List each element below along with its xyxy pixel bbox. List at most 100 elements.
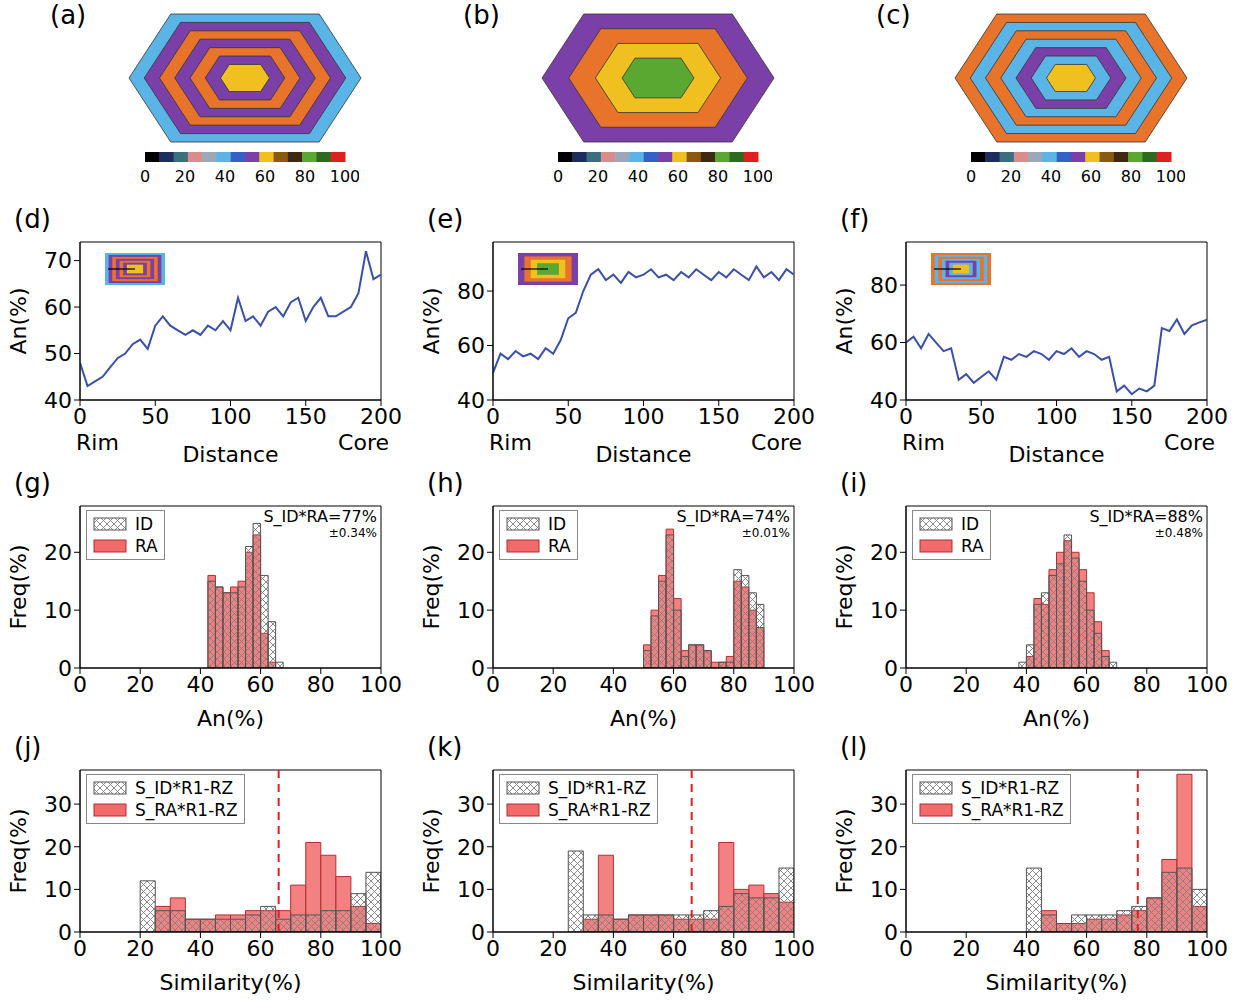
- svg-text:60: 60: [870, 330, 898, 355]
- svg-text:30: 30: [870, 792, 898, 817]
- svg-text:150: 150: [285, 404, 327, 429]
- svg-text:20: 20: [44, 835, 72, 860]
- svg-text:0: 0: [486, 936, 500, 961]
- svg-text:100: 100: [773, 936, 815, 961]
- svg-text:30: 30: [44, 792, 72, 817]
- svg-text:0: 0: [58, 920, 72, 945]
- svg-text:40: 40: [1012, 672, 1040, 697]
- svg-text:Distance: Distance: [595, 442, 691, 466]
- svg-text:100: 100: [360, 672, 402, 697]
- svg-text:200: 200: [773, 404, 815, 429]
- svg-text:20: 20: [457, 835, 485, 860]
- svg-text:0: 0: [899, 936, 913, 961]
- svg-text:An(%): An(%): [197, 706, 264, 730]
- svg-text:200: 200: [1186, 404, 1228, 429]
- svg-text:60: 60: [44, 295, 72, 320]
- svg-text:Freq(%): Freq(%): [832, 544, 857, 629]
- svg-text:0: 0: [899, 404, 913, 429]
- svg-text:10: 10: [870, 877, 898, 902]
- svg-text:20: 20: [952, 672, 980, 697]
- svg-text:Freq(%): Freq(%): [419, 808, 444, 893]
- svg-text:20: 20: [952, 936, 980, 961]
- svg-text:100: 100: [623, 404, 665, 429]
- svg-text:80: 80: [307, 672, 335, 697]
- svg-text:0: 0: [486, 672, 500, 697]
- svg-text:60: 60: [255, 167, 275, 186]
- svg-text:Similarity(%): Similarity(%): [572, 970, 714, 994]
- svg-text:80: 80: [870, 273, 898, 298]
- svg-text:An(%): An(%): [419, 287, 444, 354]
- svg-text:0: 0: [884, 920, 898, 945]
- svg-text:50: 50: [967, 404, 995, 429]
- svg-text:20: 20: [1001, 167, 1021, 186]
- svg-text:Freq(%): Freq(%): [6, 808, 31, 893]
- svg-text:100: 100: [1156, 167, 1185, 186]
- svg-text:40: 40: [599, 936, 627, 961]
- svg-text:150: 150: [698, 404, 740, 429]
- svg-text:30: 30: [457, 792, 485, 817]
- svg-text:0: 0: [73, 404, 87, 429]
- svg-text:0: 0: [966, 167, 976, 186]
- svg-text:60: 60: [457, 333, 485, 358]
- svg-text:150: 150: [1111, 404, 1153, 429]
- svg-text:0: 0: [73, 936, 87, 961]
- svg-text:10: 10: [457, 598, 485, 623]
- svg-text:An(%): An(%): [1023, 706, 1090, 730]
- svg-text:80: 80: [708, 167, 728, 186]
- svg-text:Freq(%): Freq(%): [6, 544, 31, 629]
- svg-text:40: 40: [44, 388, 72, 413]
- svg-text:80: 80: [307, 936, 335, 961]
- svg-text:40: 40: [599, 672, 627, 697]
- svg-text:0: 0: [73, 672, 87, 697]
- svg-text:10: 10: [44, 598, 72, 623]
- svg-text:20: 20: [539, 936, 567, 961]
- svg-text:40: 40: [870, 388, 898, 413]
- svg-text:100: 100: [210, 404, 252, 429]
- svg-text:40: 40: [1012, 936, 1040, 961]
- svg-text:40: 40: [186, 672, 214, 697]
- svg-text:20: 20: [588, 167, 608, 186]
- svg-text:100: 100: [330, 167, 359, 186]
- svg-text:50: 50: [141, 404, 169, 429]
- svg-text:80: 80: [720, 936, 748, 961]
- svg-text:60: 60: [1081, 167, 1101, 186]
- svg-text:20: 20: [126, 936, 154, 961]
- svg-text:60: 60: [247, 936, 275, 961]
- svg-text:20: 20: [870, 835, 898, 860]
- svg-text:80: 80: [295, 167, 315, 186]
- svg-text:50: 50: [554, 404, 582, 429]
- svg-text:80: 80: [1133, 936, 1161, 961]
- svg-text:100: 100: [1036, 404, 1078, 429]
- svg-text:Distance: Distance: [182, 442, 278, 466]
- svg-text:100: 100: [1186, 936, 1228, 961]
- svg-text:0: 0: [471, 920, 485, 945]
- svg-text:80: 80: [1133, 672, 1161, 697]
- svg-text:0: 0: [884, 656, 898, 681]
- svg-text:0: 0: [471, 656, 485, 681]
- svg-text:40: 40: [1041, 167, 1061, 186]
- svg-text:0: 0: [553, 167, 563, 186]
- svg-text:Similarity(%): Similarity(%): [159, 970, 301, 994]
- svg-text:An(%): An(%): [832, 287, 857, 354]
- svg-text:An(%): An(%): [6, 287, 31, 354]
- svg-text:70: 70: [44, 248, 72, 273]
- svg-text:50: 50: [44, 341, 72, 366]
- svg-text:60: 60: [668, 167, 688, 186]
- svg-text:40: 40: [628, 167, 648, 186]
- svg-text:10: 10: [44, 877, 72, 902]
- svg-text:20: 20: [175, 167, 195, 186]
- svg-text:Freq(%): Freq(%): [832, 808, 857, 893]
- svg-text:80: 80: [720, 672, 748, 697]
- svg-text:0: 0: [58, 656, 72, 681]
- svg-text:20: 20: [44, 540, 72, 565]
- svg-text:20: 20: [870, 540, 898, 565]
- svg-text:Distance: Distance: [1008, 442, 1104, 466]
- svg-text:0: 0: [486, 404, 500, 429]
- svg-text:200: 200: [360, 404, 402, 429]
- svg-text:80: 80: [457, 279, 485, 304]
- svg-text:20: 20: [457, 540, 485, 565]
- svg-text:Similarity(%): Similarity(%): [985, 970, 1127, 994]
- svg-text:60: 60: [1073, 672, 1101, 697]
- svg-text:40: 40: [186, 936, 214, 961]
- svg-text:20: 20: [126, 672, 154, 697]
